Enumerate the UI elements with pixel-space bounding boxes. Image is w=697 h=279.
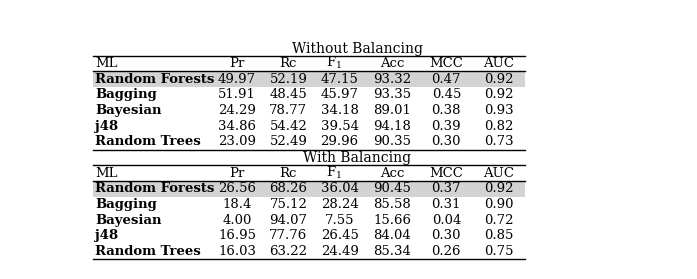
Text: Rc: Rc	[279, 167, 297, 180]
Text: AUC: AUC	[484, 167, 514, 180]
Text: 85.34: 85.34	[374, 245, 411, 258]
Text: 0.38: 0.38	[431, 104, 461, 117]
Text: 24.49: 24.49	[321, 245, 358, 258]
Text: 0.37: 0.37	[431, 182, 461, 195]
Text: 51.91: 51.91	[218, 88, 256, 101]
Text: 0.26: 0.26	[431, 245, 461, 258]
Text: 75.12: 75.12	[270, 198, 307, 211]
Text: 39.54: 39.54	[321, 120, 359, 133]
Text: 0.90: 0.90	[484, 198, 514, 211]
Text: j48: j48	[95, 229, 118, 242]
Text: 24.29: 24.29	[218, 104, 256, 117]
Text: 7.55: 7.55	[325, 214, 354, 227]
Text: Random Forests: Random Forests	[95, 182, 215, 195]
Text: MCC: MCC	[429, 57, 464, 70]
Text: 16.95: 16.95	[218, 229, 256, 242]
Text: 48.45: 48.45	[270, 88, 307, 101]
Text: 18.4: 18.4	[222, 198, 252, 211]
Text: 26.56: 26.56	[218, 182, 256, 195]
Text: 52.49: 52.49	[270, 135, 307, 148]
Text: 34.86: 34.86	[218, 120, 256, 133]
Text: 0.92: 0.92	[484, 73, 514, 86]
Text: $\mathregular{F_1}$: $\mathregular{F_1}$	[326, 56, 342, 71]
Text: With Balancing: With Balancing	[303, 151, 411, 165]
Text: 68.26: 68.26	[269, 182, 307, 195]
Text: Acc: Acc	[380, 57, 404, 70]
Text: 90.35: 90.35	[374, 135, 411, 148]
Text: 47.15: 47.15	[321, 73, 358, 86]
Text: 84.04: 84.04	[374, 229, 411, 242]
Text: 34.18: 34.18	[321, 104, 358, 117]
Text: 0.85: 0.85	[484, 229, 514, 242]
Text: Random Trees: Random Trees	[95, 245, 201, 258]
Text: 36.04: 36.04	[321, 182, 359, 195]
Text: 0.30: 0.30	[431, 229, 461, 242]
Text: 16.03: 16.03	[218, 245, 256, 258]
Text: 0.92: 0.92	[484, 88, 514, 101]
Text: 94.18: 94.18	[374, 120, 411, 133]
Text: Acc: Acc	[380, 167, 404, 180]
Text: 0.45: 0.45	[431, 88, 461, 101]
Text: 93.32: 93.32	[374, 73, 411, 86]
Text: 0.82: 0.82	[484, 120, 514, 133]
Bar	[93, 181, 525, 197]
Text: Bayesian: Bayesian	[95, 214, 162, 227]
Text: 52.19: 52.19	[270, 73, 307, 86]
Text: Bagging: Bagging	[95, 88, 157, 101]
Text: Random Trees: Random Trees	[95, 135, 201, 148]
Text: 85.58: 85.58	[374, 198, 411, 211]
Text: 0.04: 0.04	[431, 214, 461, 227]
Text: 28.24: 28.24	[321, 198, 358, 211]
Text: 29.96: 29.96	[321, 135, 359, 148]
Text: 0.93: 0.93	[484, 104, 514, 117]
Text: ML: ML	[95, 167, 118, 180]
Text: MCC: MCC	[429, 167, 464, 180]
Text: 94.07: 94.07	[269, 214, 307, 227]
Text: Random Forests: Random Forests	[95, 73, 215, 86]
Text: 78.77: 78.77	[269, 104, 307, 117]
Text: Pr: Pr	[229, 167, 245, 180]
Text: j48: j48	[95, 120, 118, 133]
Text: 54.42: 54.42	[270, 120, 307, 133]
Text: 23.09: 23.09	[218, 135, 256, 148]
Text: 63.22: 63.22	[269, 245, 307, 258]
Text: 0.47: 0.47	[431, 73, 461, 86]
Text: AUC: AUC	[484, 57, 514, 70]
Text: 4.00: 4.00	[222, 214, 252, 227]
Bar	[93, 71, 525, 87]
Text: 15.66: 15.66	[374, 214, 411, 227]
Text: 0.39: 0.39	[431, 120, 461, 133]
Text: 0.30: 0.30	[431, 135, 461, 148]
Text: 49.97: 49.97	[218, 73, 256, 86]
Text: 0.72: 0.72	[484, 214, 514, 227]
Text: 89.01: 89.01	[374, 104, 411, 117]
Text: ML: ML	[95, 57, 118, 70]
Text: 90.45: 90.45	[374, 182, 411, 195]
Text: 77.76: 77.76	[269, 229, 307, 242]
Text: Bayesian: Bayesian	[95, 104, 162, 117]
Text: 0.31: 0.31	[431, 198, 461, 211]
Text: Pr: Pr	[229, 57, 245, 70]
Text: $\mathregular{F_1}$: $\mathregular{F_1}$	[326, 165, 342, 181]
Text: 26.45: 26.45	[321, 229, 358, 242]
Text: 45.97: 45.97	[321, 88, 359, 101]
Text: 0.75: 0.75	[484, 245, 514, 258]
Text: Bagging: Bagging	[95, 198, 157, 211]
Text: 93.35: 93.35	[374, 88, 411, 101]
Text: Without Balancing: Without Balancing	[292, 42, 422, 56]
Text: Rc: Rc	[279, 57, 297, 70]
Text: 0.73: 0.73	[484, 135, 514, 148]
Text: 0.92: 0.92	[484, 182, 514, 195]
